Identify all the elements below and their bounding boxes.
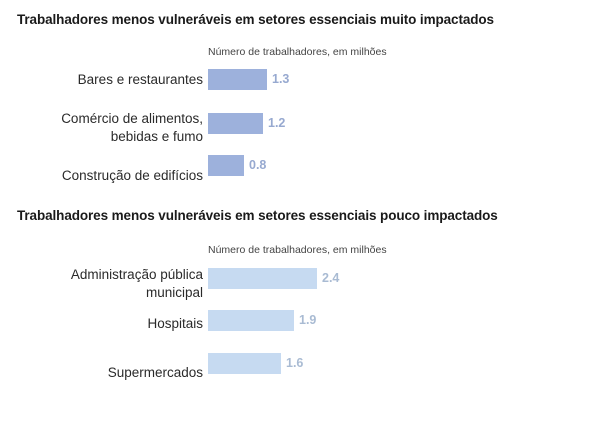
bar bbox=[208, 113, 263, 134]
chart-title: Trabalhadores menos vulneráveis em setor… bbox=[17, 208, 498, 223]
data-label: 1.2 bbox=[268, 116, 286, 130]
bar bbox=[208, 310, 294, 331]
category-label: Administração pública municipal bbox=[70, 267, 203, 300]
chart-title: Trabalhadores menos vulneráveis em setor… bbox=[17, 12, 494, 27]
data-label: 1.6 bbox=[286, 356, 304, 370]
category-label: Bares e restaurantes bbox=[77, 72, 203, 87]
bar bbox=[208, 155, 244, 176]
bar bbox=[208, 353, 281, 374]
bar bbox=[208, 268, 317, 289]
category-label: Construção de edifícios bbox=[61, 168, 203, 183]
data-label: 1.9 bbox=[299, 313, 317, 327]
chart-subtitle: Número de trabalhadores, em milhões bbox=[208, 46, 387, 58]
data-label: 0.8 bbox=[249, 158, 267, 172]
bar bbox=[208, 69, 267, 90]
category-label: Hospitais bbox=[147, 316, 203, 331]
category-label: Comércio de alimentos, bebidas e fumo bbox=[61, 111, 203, 144]
data-label: 1.3 bbox=[272, 72, 290, 86]
data-label: 2.4 bbox=[322, 271, 340, 285]
category-label: Supermercados bbox=[107, 365, 203, 380]
chart-subtitle: Número de trabalhadores, em milhões bbox=[208, 244, 387, 256]
